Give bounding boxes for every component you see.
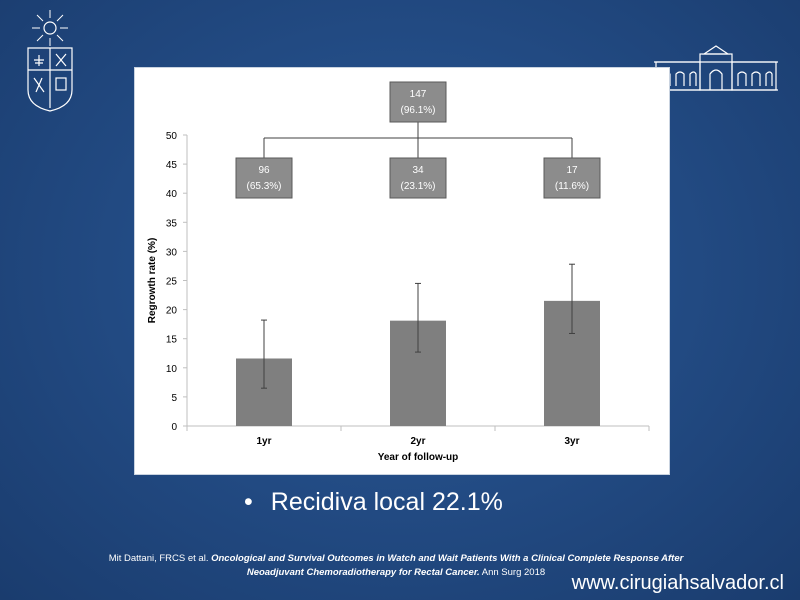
building-facade-logo	[652, 40, 780, 94]
flow-box-branch	[543, 157, 601, 199]
y-tick-label: 50	[166, 131, 178, 142]
flow-box-branch-count: 96	[258, 165, 270, 176]
y-tick-label: 5	[171, 393, 177, 404]
y-tick-label: 30	[166, 247, 178, 258]
y-tick-label: 10	[166, 364, 178, 375]
flow-box-top-count: 147	[410, 89, 427, 100]
x-tick-label: 3yr	[564, 436, 579, 447]
y-tick-label: 25	[166, 277, 178, 288]
flow-box-branch	[389, 157, 447, 199]
citation: Mit Dattani, FRCS et al. Oncological and…	[86, 552, 706, 580]
citation-title: Oncological and Survival Outcomes in Wat…	[211, 553, 684, 578]
x-tick-label: 2yr	[410, 436, 425, 447]
chart-panel: 0 5 10 15 20 25 30 35 40 45 50 1yr 2yr 3yr Year of fol…	[134, 67, 670, 475]
y-tick-label: 45	[166, 160, 178, 171]
flow-box-branch-count: 34	[412, 165, 424, 176]
flow-box-branch-pct: (23.1%)	[400, 181, 435, 192]
x-axis-title: Year of follow-up	[378, 452, 459, 463]
flow-box-branch-pct: (11.6%)	[555, 181, 589, 192]
flow-box-branch-pct: (65.3%)	[246, 181, 281, 192]
university-crest-logo	[22, 8, 78, 112]
bullet-point: • Recidiva local 22.1%	[244, 488, 503, 517]
flow-box-branch	[235, 157, 293, 199]
flow-box-top-pct: (96.1%)	[400, 105, 435, 116]
y-tick-label: 0	[171, 422, 177, 433]
bullet-dot-icon: •	[244, 488, 253, 516]
footer-url: www.cirugiahsalvador.cl	[571, 572, 784, 594]
y-axis-title: Regrowth rate (%)	[147, 238, 158, 324]
bullet-text: Recidiva local 22.1%	[270, 488, 503, 516]
y-tick-label: 35	[166, 218, 178, 229]
x-tick-label: 1yr	[256, 436, 271, 447]
flow-box-branch-count: 17	[566, 165, 578, 176]
y-tick-label: 40	[166, 189, 178, 200]
citation-journal: Ann Surg 2018	[481, 567, 546, 578]
regrowth-bar-chart: 0 5 10 15 20 25 30 35 40 45 50 1yr 2yr 3yr Year of fol…	[147, 81, 650, 463]
flow-box-top	[389, 81, 447, 123]
y-tick-label: 15	[166, 335, 178, 346]
citation-authors: Mit Dattani, FRCS et al.	[108, 553, 209, 564]
y-tick-label: 20	[166, 306, 178, 317]
